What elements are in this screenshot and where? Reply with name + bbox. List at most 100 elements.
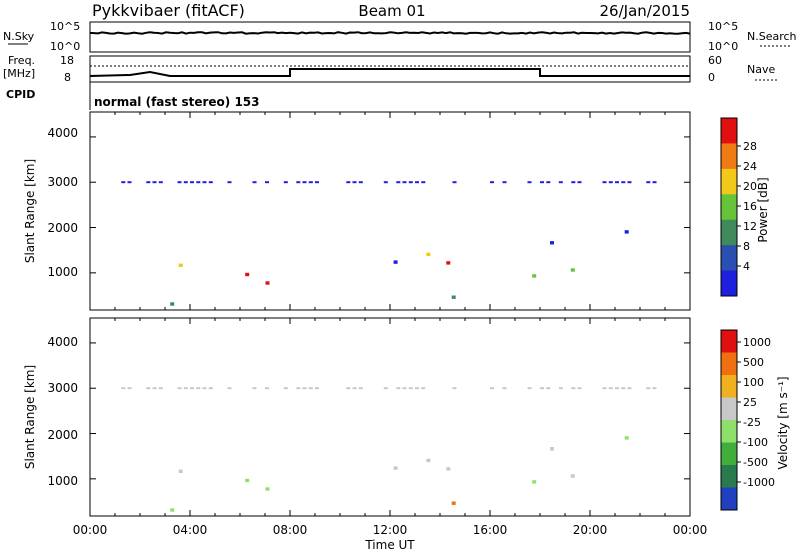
cpid-text: normal (fast stereo) 153 (94, 95, 260, 109)
power-cell (502, 181, 507, 184)
velocity-cell (202, 387, 207, 390)
power-colorbar-swatch (721, 143, 737, 170)
power-cell (570, 268, 575, 272)
power-cell (127, 181, 132, 184)
power-colorbar-tick: 4 (743, 260, 750, 273)
velocity-ytick-2000: 2000 (47, 428, 78, 442)
velocity-cell (652, 387, 657, 390)
power-cell (178, 263, 183, 267)
power-cell (227, 181, 232, 184)
velocity-cell (615, 387, 619, 390)
velocity-cell (146, 387, 151, 390)
velocity-cell (245, 478, 250, 483)
date-title: 26/Jan/2015 (600, 2, 691, 20)
power-cell (177, 181, 182, 184)
power-cell (146, 181, 151, 184)
power-cell (170, 302, 175, 306)
velocity-cell (346, 387, 351, 390)
velocity-ytick-4000: 4000 (47, 335, 78, 349)
cpid-row: CPID normal (fast stereo) 153 (6, 82, 260, 110)
power-ytick-2000: 2000 (47, 221, 78, 235)
velocity-cell (558, 387, 563, 390)
velocity-ytick-1000: 1000 (47, 474, 78, 488)
power-cell (608, 181, 613, 184)
power-cell (646, 181, 651, 184)
power-cell (452, 181, 457, 184)
freq-left-tick-top: 18 (60, 54, 74, 67)
velocity-cell (527, 387, 532, 390)
velocity-colorbar-swatch (721, 375, 737, 398)
power-ylabel: Slant Range [km] (23, 159, 37, 263)
power-cell (577, 181, 582, 184)
velocity-cell (621, 387, 626, 390)
power-cell (315, 181, 319, 184)
velocity-cell (177, 387, 182, 390)
power-colorbar-tick: 8 (743, 240, 750, 253)
velocity-cell (393, 466, 398, 470)
velocity-cell (302, 387, 307, 390)
velocity-cell (227, 387, 232, 390)
velocity-ytick-3000: 3000 (47, 381, 78, 395)
freq-label-2: [MHz] (3, 67, 35, 80)
power-cell (540, 181, 544, 184)
velocity-colorbar-tick: -1000 (743, 476, 775, 489)
velocity-colorbar-tick: -25 (743, 416, 761, 429)
velocity-colorbar-tick: 25 (743, 396, 757, 409)
power-colorbar-tick: 24 (743, 160, 757, 173)
velocity-colorbar-swatch (721, 487, 737, 511)
power-cell (426, 252, 431, 257)
power-cell (245, 272, 250, 277)
time-tick-3: 12:00 (373, 523, 408, 537)
freq-panel: Freq. [MHz] 18 8 60 0 Nave (3, 54, 778, 84)
velocity-cell (315, 387, 319, 390)
freq-right-tick-top: 60 (708, 54, 722, 67)
velocity-cell (265, 487, 270, 491)
sky-right-tick-top: 10^5 (708, 20, 738, 33)
velocity-cell (451, 501, 456, 505)
power-cell (196, 181, 201, 184)
power-cell (208, 181, 213, 184)
power-cell (152, 181, 157, 184)
time-axis-label: Time UT (364, 538, 415, 552)
velocity-colorbar-tick: -100 (743, 436, 768, 449)
sky-left-tick-top: 10^5 (50, 20, 80, 33)
velocity-cell (426, 458, 431, 463)
velocity-cell (152, 387, 157, 390)
cpid-label: CPID (6, 88, 35, 101)
velocity-cell (296, 387, 301, 390)
power-cell (421, 181, 426, 184)
velocity-colorbar-swatch (721, 397, 737, 421)
velocity-panel: Slant Range [km] 4000 3000 2000 1000 100… (23, 317, 790, 517)
power-colorbar-swatch (721, 168, 737, 195)
velocity-cell (408, 387, 413, 390)
velocity-cell (602, 387, 607, 390)
station-title: Pykkvibaer (fitACF) (92, 1, 245, 20)
nave-label: Nave (747, 63, 775, 76)
power-cell (415, 181, 419, 184)
velocity-cell (352, 387, 357, 390)
freq-left-tick-bottom: 8 (64, 71, 71, 84)
power-cell (621, 181, 626, 184)
power-cell (446, 261, 451, 265)
power-colorbar-tick: 16 (743, 200, 757, 213)
power-cell (296, 181, 301, 184)
sky-panel: N.Sky 10^5 10^0 10^5 10^0 N.Search (3, 20, 797, 53)
velocity-cell (183, 387, 188, 390)
time-tick-6: 00:00 (673, 523, 708, 537)
velocity-cell (121, 387, 126, 390)
velocity-cell (532, 480, 537, 484)
sky-right-tick-bottom: 10^0 (708, 40, 738, 53)
velocity-colorbar-swatch (721, 330, 737, 353)
velocity-colorbar-tick: -500 (743, 456, 768, 469)
time-tick-4: 16:00 (473, 523, 508, 537)
velocity-cell (265, 387, 269, 390)
time-tick-1: 04:00 (173, 523, 208, 537)
velocity-colorbar-swatch (721, 442, 737, 466)
power-cell (558, 181, 563, 184)
power-cell (652, 181, 657, 184)
sky-left-tick-bottom: 10^0 (50, 40, 80, 53)
velocity-cell (624, 436, 629, 440)
sky-right-label: N.Search (747, 30, 797, 43)
velocity-cell (358, 387, 363, 390)
power-panel: Slant Range [km] 4000 3000 2000 1000 28 2… (23, 111, 770, 311)
